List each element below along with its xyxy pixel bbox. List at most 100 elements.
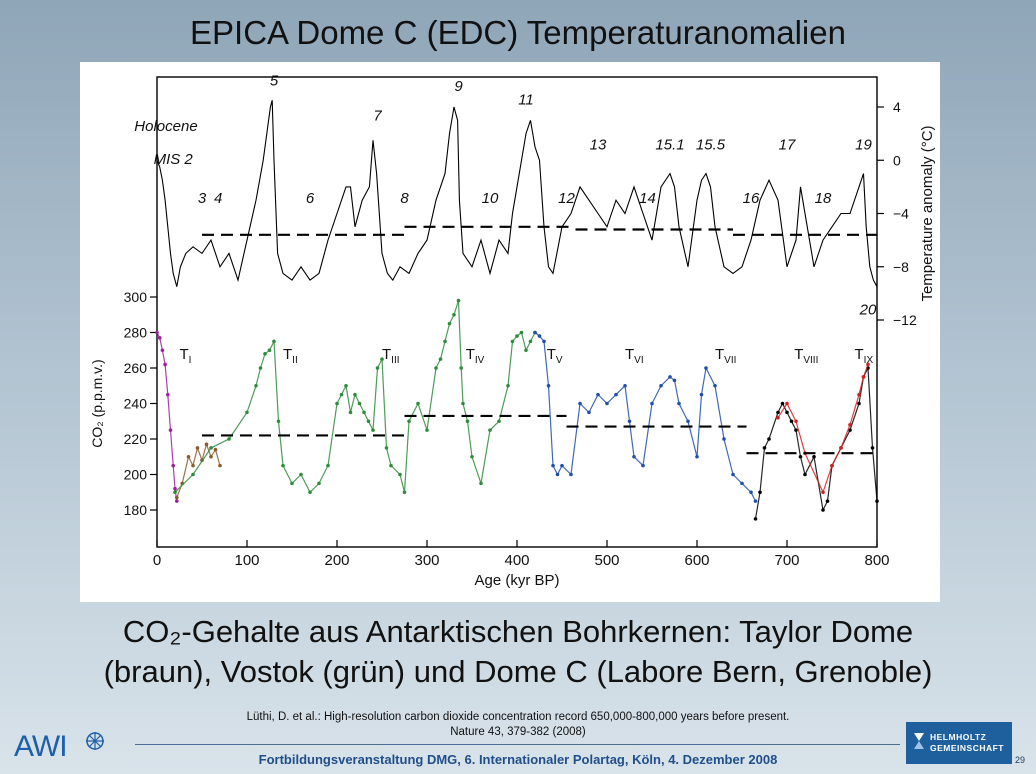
co2-data-point (155, 330, 159, 335)
co2-data-point (555, 472, 560, 477)
co2-data-point (510, 339, 515, 344)
co2-data-point (821, 508, 825, 512)
co2-data-point (785, 401, 789, 406)
co2-data-point (213, 447, 218, 452)
co2-data-point (402, 490, 407, 495)
co2-data-point (789, 419, 794, 424)
temp-stage-label: 14 (639, 190, 656, 207)
co2-data-point (209, 446, 213, 450)
temp-stage-label: 6 (306, 190, 315, 207)
co2-data-point (371, 428, 375, 432)
co2-data-point (528, 339, 533, 344)
temp-y-axis-label: Temperature anomaly (°C) (919, 125, 936, 301)
co2-data-point (749, 490, 753, 495)
co2-data-point (672, 378, 677, 383)
termination-label: TV (547, 346, 563, 366)
co2-data-point (825, 499, 830, 503)
co2-data-point (175, 499, 179, 503)
co2-data-point (758, 490, 762, 495)
co2-data-point (794, 419, 798, 424)
co2-data-point (803, 472, 807, 477)
temp-stage-label: 17 (779, 137, 796, 154)
helmholtz-line-2: GEMEINSCHAFT (930, 743, 1004, 753)
caption-line-1: CO₂-Gehalte aus Antarktischen Bohrkernen… (122, 614, 914, 649)
co2-series-line (176, 442, 221, 498)
co2-series-line (156, 332, 178, 502)
awi-logo: AWI (14, 730, 68, 763)
co2-data-point (380, 357, 384, 361)
co2-data-point (839, 446, 843, 450)
reference-line-2: Nature 43, 379-382 (2008) (450, 726, 586, 738)
temp-stage-label: 16 (743, 190, 760, 207)
slide-caption: CO₂-Gehalte aus Antarktischen Bohrkernen… (0, 612, 1036, 692)
helmholtz-mark-icon (914, 733, 924, 749)
co2-data-point (506, 383, 510, 388)
co2-data-point (163, 362, 167, 367)
co2-data-point (641, 463, 645, 468)
co2-data-point (587, 410, 591, 415)
co2-data-point (258, 366, 263, 370)
co2-data-point (191, 463, 195, 468)
co2-data-point (461, 401, 465, 406)
co2-y-tick-label: 200 (124, 467, 148, 483)
x-tick-label: 500 (594, 552, 619, 569)
x-tick-label: 300 (414, 552, 439, 569)
temp-stage-label: 13 (590, 137, 607, 154)
termination-label: TVII (715, 346, 736, 366)
co2-data-point (344, 383, 348, 388)
co2-data-point (175, 495, 179, 500)
co2-data-point (191, 472, 195, 477)
co2-data-point (659, 383, 663, 388)
co2-data-point (267, 348, 272, 353)
co2-data-point (456, 298, 461, 303)
temp-y-tick-label: 0 (893, 152, 901, 168)
temp-stage-label: 9 (454, 78, 463, 95)
co2-data-point (533, 330, 537, 335)
co2-data-point (416, 401, 420, 406)
co2-data-point (704, 366, 708, 370)
x-tick-label: 200 (324, 552, 349, 569)
temp-stage-label: 3 (198, 190, 207, 207)
co2-data-point (389, 463, 393, 468)
co2-data-point (542, 339, 546, 344)
co2-data-point (245, 410, 249, 415)
co2-data-point (780, 401, 785, 406)
co2-y-tick-label: 260 (124, 360, 148, 376)
co2-data-point (218, 463, 222, 468)
co2-data-point (614, 392, 618, 397)
temperature-line (156, 100, 878, 287)
co2-data-point (524, 348, 528, 353)
temp-stage-label: 12 (558, 190, 575, 207)
co2-data-point (699, 392, 704, 397)
slide-title: EPICA Dome C (EDC) Temperaturanomalien (190, 14, 846, 51)
co2-data-point (157, 336, 162, 340)
co2-data-point (326, 463, 330, 468)
temp-stage-label: 8 (400, 190, 409, 207)
chart-panel: 0 100 200 300 400 500 600 700 800 Age (kyr BP) 4 0 −… (80, 62, 940, 602)
co2-data-point (171, 463, 175, 468)
co2-data-point (398, 472, 402, 477)
co2-data-point (384, 446, 389, 450)
co2-data-point (578, 401, 582, 406)
temp-stage-label: Holocene (134, 118, 197, 135)
co2-data-point (290, 481, 294, 486)
co2-data-point (713, 383, 717, 388)
co2-data-point (339, 392, 344, 397)
co2-series-line (777, 364, 869, 494)
co2-data-point (497, 419, 501, 424)
co2-series-line (174, 300, 536, 494)
co2-data-point (160, 348, 165, 353)
termination-label: TIX (855, 346, 874, 366)
co2-data-point (335, 401, 339, 406)
temp-stage-label: 19 (855, 137, 872, 154)
co2-data-point (695, 454, 699, 459)
co2-data-point (465, 419, 470, 424)
temp-stage-label: 10 (482, 190, 499, 207)
co2-data-point (276, 419, 281, 424)
co2-data-point (627, 419, 632, 424)
co2-data-point (794, 428, 798, 432)
co2-data-point (551, 463, 555, 468)
co2-data-point (798, 454, 803, 459)
co2-data-point (254, 383, 258, 388)
co2-data-point (173, 486, 177, 491)
